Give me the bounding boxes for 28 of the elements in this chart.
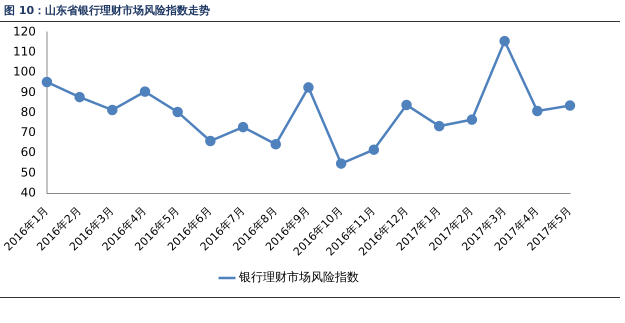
point <box>238 122 248 132</box>
y-tick-label: 90 <box>20 84 36 99</box>
point <box>140 86 150 97</box>
legend-label: 银行理财市场风险指数 <box>238 270 359 284</box>
point <box>466 114 478 125</box>
point <box>205 136 216 146</box>
point <box>499 36 510 46</box>
y-tick-label: 50 <box>20 165 36 180</box>
point <box>172 106 183 118</box>
point <box>270 138 282 150</box>
point <box>303 82 314 93</box>
point <box>336 158 346 169</box>
point <box>434 120 444 132</box>
point <box>401 100 412 110</box>
y-tick-label: 100 <box>13 64 36 79</box>
y-tick-label: 120 <box>13 24 36 38</box>
point <box>74 92 85 102</box>
y-tick-label: 70 <box>20 125 36 140</box>
point <box>532 106 543 116</box>
point <box>564 100 576 111</box>
y-tick-label: 60 <box>20 145 36 160</box>
point <box>107 104 118 116</box>
point <box>368 144 380 155</box>
y-tick-label: 40 <box>20 186 36 200</box>
point <box>42 76 52 88</box>
chart-title: 图 10：山东省银行理财市场风险指数走势 <box>4 3 210 18</box>
y-tick-label: 110 <box>13 44 36 58</box>
y-tick-label: 80 <box>20 104 36 119</box>
